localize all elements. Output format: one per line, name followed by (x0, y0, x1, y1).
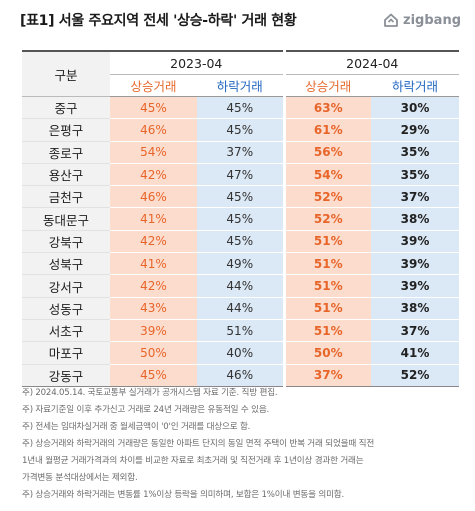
up-2023-cell: 43% (110, 297, 197, 320)
region-cell: 금천구 (22, 185, 110, 209)
table-row: 용산구 42% 47% 54% 35% (22, 163, 460, 187)
down-2024-cell: 38% (371, 297, 460, 320)
up-2023-cell: 45% (110, 364, 197, 387)
down-2024-cell: 38% (371, 207, 460, 231)
table-row: 강북구 42% 45% 51% 39% (22, 230, 460, 254)
up-2024-cell: 50% (284, 341, 372, 365)
region-header: 구분 (22, 50, 110, 97)
zigbang-house-icon (383, 12, 399, 28)
subheader-2023-down: 하락거래 (197, 74, 286, 97)
down-2024-cell: 39% (371, 274, 460, 298)
up-2023-cell: 42% (110, 163, 197, 187)
up-2023-cell: 41% (110, 252, 197, 276)
table-row: 은평구 46% 45% 61% 29% (22, 118, 460, 142)
down-2024-cell: 30% (371, 96, 460, 120)
table-row: 강동구 45% 46% 37% 52% (22, 364, 460, 387)
table-row: 서초구 39% 51% 51% 37% (22, 319, 460, 343)
up-2023-cell: 42% (110, 274, 197, 298)
down-2023-cell: 44% (197, 297, 286, 320)
footnotes: 주) 2024.05.14. 국토교통부 실거래가 공개시스템 자료 기준. 직… (22, 385, 462, 504)
down-2023-cell: 45% (197, 230, 286, 254)
year-header-2024: 2024-04 (284, 50, 460, 75)
region-cell: 용산구 (22, 163, 110, 187)
up-2024-cell: 52% (284, 207, 372, 231)
table-row: 중구 45% 45% 63% 30% (22, 96, 460, 120)
down-2024-cell: 29% (371, 118, 460, 142)
region-cell: 은평구 (22, 118, 110, 142)
up-2024-cell: 52% (284, 185, 372, 209)
subheader-2023-up: 상승거래 (110, 74, 197, 97)
footnote: 주) 전세는 임대차실거래 중 월세금액이 '0'인 거래를 대상으로 함. (22, 422, 251, 432)
up-2024-cell: 56% (284, 141, 372, 164)
footnote: 주) 자료기준일 이후 추가신고 거래로 24년 거래량은 유동적일 수 있음. (22, 405, 270, 415)
table-row: 마포구 50% 40% 50% 41% (22, 341, 460, 365)
up-2024-cell: 61% (284, 118, 372, 142)
down-2023-cell: 51% (197, 319, 286, 343)
subheader-2024-up: 상승거래 (284, 74, 372, 97)
table-row: 동대문구 41% 45% 52% 38% (22, 207, 460, 231)
zigbang-logo: zigbang (383, 12, 461, 28)
up-2023-cell: 45% (110, 96, 197, 120)
footnote: 주) 상승거래와 하락거래의 거래량은 동일한 아파트 단지의 동일 면적 주택… (22, 439, 375, 449)
down-2023-cell: 49% (197, 252, 286, 276)
region-cell: 강동구 (22, 364, 110, 387)
region-cell: 성북구 (22, 252, 110, 276)
region-cell: 성동구 (22, 297, 110, 320)
up-2023-cell: 41% (110, 207, 197, 231)
down-2023-cell: 40% (197, 341, 286, 365)
down-2023-cell: 37% (197, 141, 286, 164)
down-2023-cell: 45% (197, 207, 286, 231)
down-2023-cell: 45% (197, 96, 286, 120)
region-cell: 강서구 (22, 274, 110, 298)
up-2024-cell: 51% (284, 297, 372, 320)
table-row: 성북구 41% 49% 51% 39% (22, 252, 460, 276)
down-2024-cell: 35% (371, 141, 460, 164)
year-header-2023: 2023-04 (110, 50, 286, 75)
down-2024-cell: 39% (371, 230, 460, 254)
up-2023-cell: 39% (110, 319, 197, 343)
region-cell: 서초구 (22, 319, 110, 343)
up-2024-cell: 51% (284, 230, 372, 254)
table-row: 종로구 54% 37% 56% 35% (22, 141, 460, 164)
down-2023-cell: 45% (197, 185, 286, 209)
down-2023-cell: 46% (197, 364, 286, 387)
up-2024-cell: 51% (284, 252, 372, 276)
subheader-2024-down: 하락거래 (371, 74, 460, 97)
up-2024-cell: 54% (284, 163, 372, 187)
up-2023-cell: 50% (110, 341, 197, 365)
region-cell: 동대문구 (22, 207, 110, 231)
up-2024-cell: 51% (284, 274, 372, 298)
down-2024-cell: 37% (371, 185, 460, 209)
up-2024-cell: 63% (284, 96, 372, 120)
table-row: 성동구 43% 44% 51% 38% (22, 297, 460, 320)
up-2023-cell: 42% (110, 230, 197, 254)
logo-text: zigbang (403, 12, 461, 28)
down-2023-cell: 44% (197, 274, 286, 298)
table-row: 금천구 46% 45% 52% 37% (22, 185, 460, 209)
down-2024-cell: 52% (371, 364, 460, 387)
up-2023-cell: 54% (110, 141, 197, 164)
down-2024-cell: 41% (371, 341, 460, 365)
jeonse-transaction-table: 구분 2023-04 2024-04 상승거래 하락거래 상승거래 하락거래 중… (22, 50, 460, 387)
region-cell: 강북구 (22, 230, 110, 254)
down-2024-cell: 35% (371, 163, 460, 187)
footnote: 주) 상승거래와 하락거래는 변동률 1%이상 등락을 의미하며, 보합은 1%… (22, 490, 345, 500)
table-row: 강서구 42% 44% 51% 39% (22, 274, 460, 298)
footnote: 1년내 월평균 거래가격과의 차이를 비교한 자료로 최초거래 및 직전거래 후… (22, 456, 364, 466)
up-2024-cell: 51% (284, 319, 372, 343)
down-2024-cell: 39% (371, 252, 460, 276)
down-2023-cell: 45% (197, 118, 286, 142)
region-cell: 중구 (22, 96, 110, 120)
up-2023-cell: 46% (110, 185, 197, 209)
page-title: [표1] 서울 주요지역 전세 '상승-하락' 거래 현황 (20, 13, 297, 29)
up-2023-cell: 46% (110, 118, 197, 142)
footnote: 주) 2024.05.14. 국토교통부 실거래가 공개시스템 자료 기준. 직… (22, 388, 278, 398)
down-2024-cell: 37% (371, 319, 460, 343)
region-cell: 종로구 (22, 141, 110, 164)
footnote: 가격변동 분석대상에서는 제외함. (22, 473, 138, 483)
down-2023-cell: 47% (197, 163, 286, 187)
region-cell: 마포구 (22, 341, 110, 365)
up-2024-cell: 37% (284, 364, 372, 387)
